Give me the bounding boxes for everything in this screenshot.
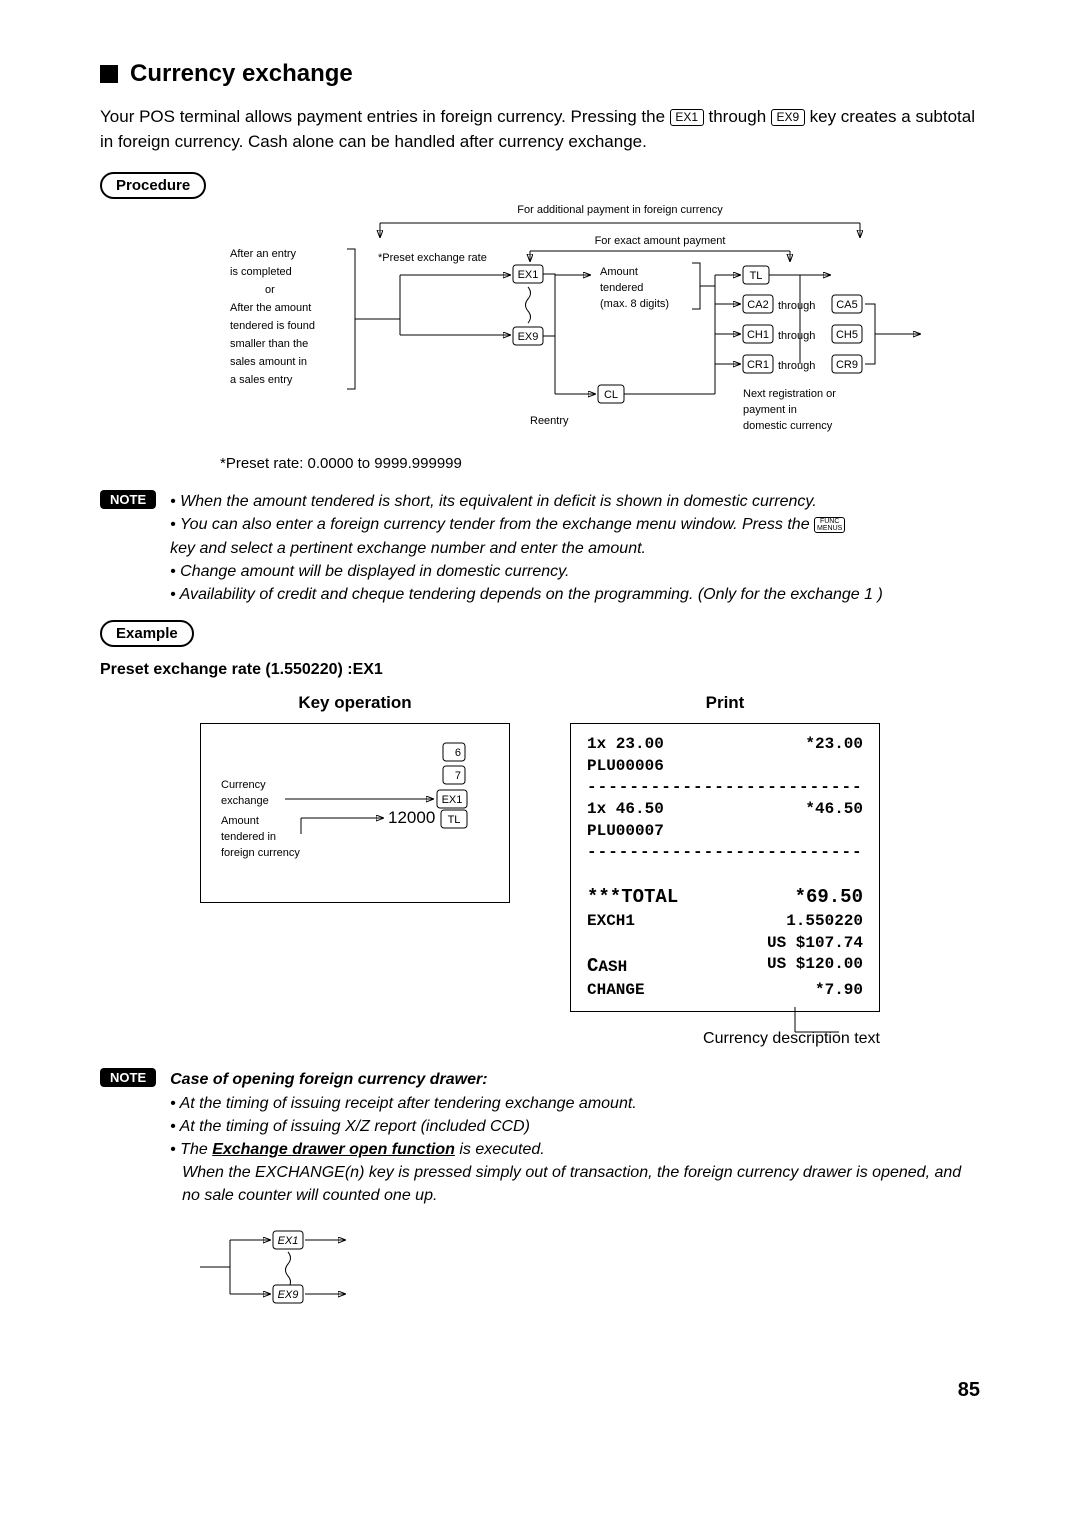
- pointer-line: [789, 1007, 849, 1037]
- example-title: Preset exchange rate (1.550220) :EX1: [100, 661, 980, 679]
- svg-text:CH1: CH1: [747, 329, 769, 341]
- note1-item: Change amount will be displayed in domes…: [170, 560, 883, 583]
- svg-text:tendered is found: tendered is found: [230, 320, 315, 332]
- svg-text:Next registration or: Next registration or: [743, 388, 836, 400]
- intro-text-1: Your POS terminal allows payment entries…: [100, 107, 670, 126]
- note2-title: Case of opening foreign currency drawer:: [170, 1068, 980, 1091]
- svg-text:CA5: CA5: [836, 299, 857, 311]
- drawer-flow-diagram: text{font-family:Arial;font-size:11px;} …: [200, 1222, 420, 1322]
- func-menus-key: FUNCMENUS: [814, 517, 845, 533]
- svg-text:sales amount in: sales amount in: [230, 356, 307, 368]
- print-column: Print 1x 23.00*23.00 PLU00006 ----------…: [570, 693, 880, 1048]
- print-receipt: 1x 23.00*23.00 PLU00006 ----------------…: [570, 723, 880, 1012]
- svg-text:For additional payment in fore: For additional payment in foreign curren…: [517, 204, 723, 216]
- svg-text:EX9: EX9: [278, 1289, 299, 1301]
- svg-text:After the amount: After the amount: [230, 302, 311, 314]
- svg-text:exchange: exchange: [221, 795, 269, 807]
- key-operation-column: Key operation text{font-family:Arial;fon…: [200, 693, 510, 1048]
- note1-item: Availability of credit and cheque tender…: [170, 583, 883, 606]
- note2-item: At the timing of issuing receipt after t…: [170, 1092, 980, 1115]
- svg-text:through: through: [778, 360, 815, 372]
- intro-text-2: through: [709, 107, 771, 126]
- svg-text:CR1: CR1: [747, 359, 769, 371]
- note-block-2: NOTE Case of opening foreign currency dr…: [100, 1068, 980, 1328]
- svg-text:Reentry: Reentry: [530, 415, 569, 427]
- svg-text:through: through: [778, 330, 815, 342]
- svg-text:For exact amount payment: For exact amount payment: [595, 235, 726, 247]
- note2-item: The Exchange drawer open function is exe…: [170, 1138, 980, 1161]
- intro-paragraph: Your POS terminal allows payment entries…: [100, 105, 980, 154]
- section-heading: Currency exchange: [100, 60, 980, 88]
- svg-text:TL: TL: [448, 814, 461, 826]
- svg-text:*Preset exchange rate: *Preset exchange rate: [378, 252, 487, 264]
- note1-item: You can also enter a foreign currency te…: [170, 513, 883, 559]
- svg-text:is completed: is completed: [230, 266, 292, 278]
- svg-text:payment in: payment in: [743, 404, 797, 416]
- svg-text:CH5: CH5: [836, 329, 858, 341]
- svg-text:EX1: EX1: [518, 269, 539, 281]
- print-title: Print: [570, 693, 880, 713]
- heading-bullet: [100, 65, 118, 83]
- key-operation-title: Key operation: [200, 693, 510, 713]
- svg-text:domestic currency: domestic currency: [743, 420, 833, 432]
- example-label: Example: [100, 620, 194, 647]
- svg-text:CA2: CA2: [747, 299, 768, 311]
- ex1-key: EX1: [670, 109, 704, 127]
- svg-text:Amount: Amount: [221, 815, 259, 827]
- svg-text:through: through: [778, 300, 815, 312]
- svg-text:After an entry: After an entry: [230, 248, 297, 260]
- svg-text:12000: 12000: [388, 808, 435, 827]
- svg-text:7: 7: [455, 770, 461, 782]
- note-badge: NOTE: [100, 490, 156, 509]
- key-operation-diagram: text{font-family:Arial;font-size:14px;} …: [213, 738, 499, 888]
- svg-text:CR9: CR9: [836, 359, 858, 371]
- note1-item: When the amount tendered is short, its e…: [170, 490, 883, 513]
- procedure-label: Procedure: [100, 172, 206, 199]
- svg-text:Currency: Currency: [221, 779, 266, 791]
- ex9-key: EX9: [771, 109, 805, 127]
- svg-text:EX1: EX1: [442, 794, 463, 806]
- svg-text:TL: TL: [750, 270, 763, 282]
- preset-rate-note: *Preset rate: 0.0000 to 9999.999999: [220, 455, 980, 472]
- svg-text:or: or: [265, 284, 275, 296]
- svg-text:(max. 8 digits): (max. 8 digits): [600, 298, 669, 310]
- note-badge: NOTE: [100, 1068, 156, 1087]
- svg-text:EX9: EX9: [518, 331, 539, 343]
- note2-item: At the timing of issuing X/Z report (inc…: [170, 1115, 980, 1138]
- svg-text:tendered: tendered: [600, 282, 643, 294]
- svg-text:CL: CL: [604, 389, 618, 401]
- heading-text: Currency exchange: [130, 60, 353, 88]
- svg-text:foreign currency: foreign currency: [221, 847, 300, 859]
- procedure-flow-diagram: text { font-family: Arial, sans-serif; f…: [100, 199, 980, 449]
- svg-text:6: 6: [455, 747, 461, 759]
- svg-text:smaller than the: smaller than the: [230, 338, 308, 350]
- svg-text:a sales entry: a sales entry: [230, 374, 293, 386]
- note-block-1: NOTE When the amount tendered is short, …: [100, 490, 980, 606]
- note2-tail: When the EXCHANGE(n) key is pressed simp…: [182, 1161, 980, 1207]
- page-number: 85: [100, 1379, 980, 1402]
- svg-text:tendered in: tendered in: [221, 831, 276, 843]
- svg-text:EX1: EX1: [278, 1235, 299, 1247]
- svg-text:Amount: Amount: [600, 266, 638, 278]
